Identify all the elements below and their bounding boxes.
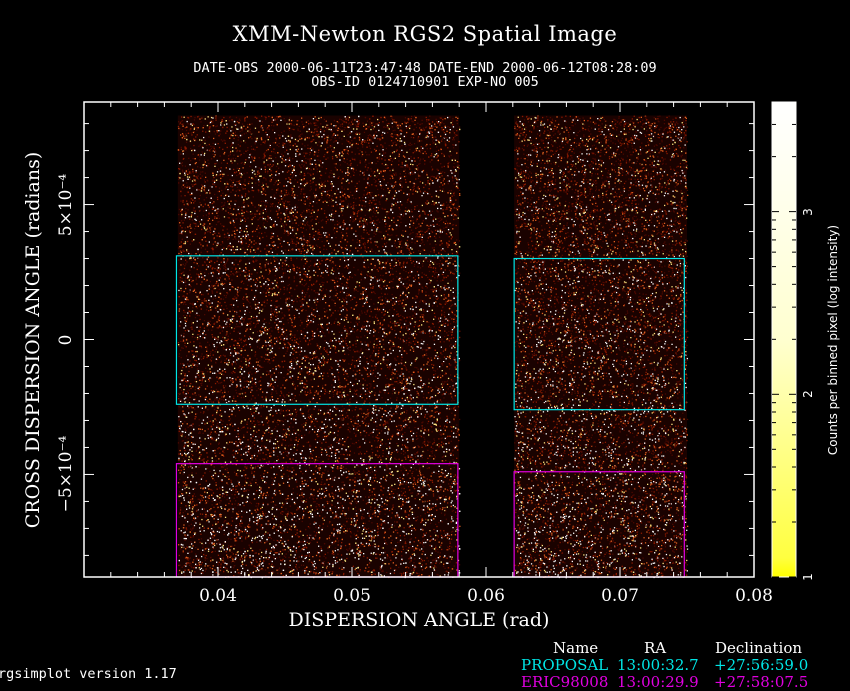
x-tick-label: 0.04 xyxy=(199,586,237,606)
x-tick-label: 0.06 xyxy=(467,586,505,606)
x-tick-label: 0.08 xyxy=(735,586,773,606)
x-tick-label: 0.07 xyxy=(601,586,639,606)
legend-row-dec: +27:58:07.5 xyxy=(714,673,808,691)
x-axis-label: DISPERSION ANGLE (rad) xyxy=(84,609,754,631)
colorbar-tick-label: 2 xyxy=(801,390,815,398)
legend-row-ra: 13:00:32.7 xyxy=(617,656,699,674)
legend-row-dec: +27:56:59.0 xyxy=(714,656,808,674)
legend-row-ra: 13:00:29.9 xyxy=(617,673,699,691)
x-tick-label: 0.05 xyxy=(333,586,371,606)
colorbar-tick-label: 3 xyxy=(801,208,815,216)
legend-header-dec: Declination xyxy=(715,639,802,657)
colorbar-label: Counts per binned pixel (log intensity) xyxy=(826,225,840,455)
y-tick-label: −5×10⁻⁴ xyxy=(56,436,76,513)
legend-row-name: PROPOSAL xyxy=(521,656,608,674)
y-axis-label: CROSS DISPERSION ANGLE (radians) xyxy=(22,152,44,528)
legend-header-name: Name xyxy=(553,639,598,657)
y-tick-label: 5×10⁻⁴ xyxy=(56,173,76,235)
legend-row-name: ERIC98008 xyxy=(521,673,608,691)
y-tick-label: 0 xyxy=(56,334,76,345)
legend-header-ra: RA xyxy=(644,639,666,657)
colorbar-tick-label: 1 xyxy=(801,573,815,581)
